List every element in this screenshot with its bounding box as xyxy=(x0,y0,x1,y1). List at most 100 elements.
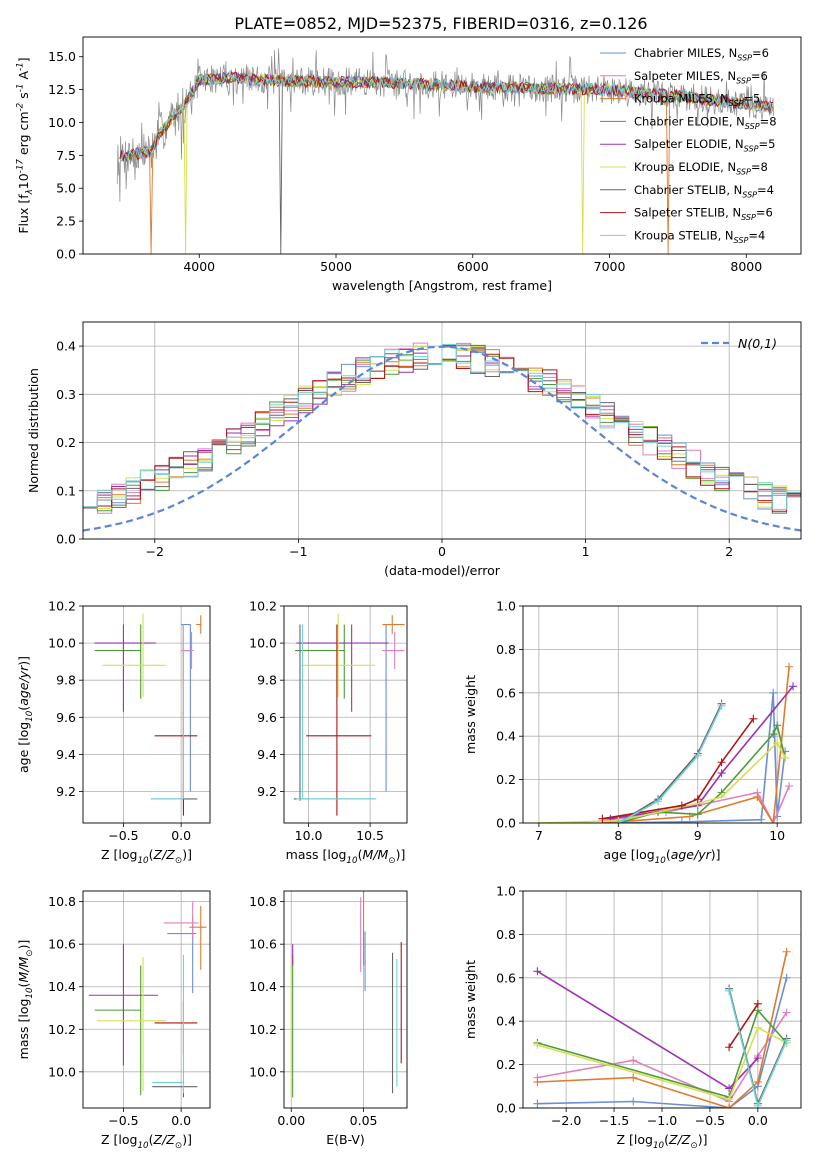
y-tick-label: 0.6 xyxy=(496,970,516,985)
panel-residuals: −2 −1 0 1 2 0.0 0.1 0.2 0.3 0.4 (data-model)/error… xyxy=(26,321,802,578)
marker-kroupa-elodie xyxy=(717,792,726,801)
normal-curve xyxy=(83,345,801,532)
marker-chabrier-miles xyxy=(769,688,778,697)
series-kroupa-elodie xyxy=(537,1026,787,1101)
marker-kroupa-stelib xyxy=(753,1101,762,1108)
series-kroupa-stelib xyxy=(617,705,723,823)
x-tick-label: −0.5 xyxy=(108,1113,138,1128)
y-tick-label: 10.2 xyxy=(249,1022,277,1037)
series-chabrier-elodie xyxy=(537,1008,788,1099)
x-tick-label: −0.5 xyxy=(108,828,138,843)
marker-kroupa-miles xyxy=(753,792,762,801)
axes-frame xyxy=(82,36,802,255)
marker-kroupa-stelib xyxy=(654,797,663,806)
y-tick-label: 0.4 xyxy=(496,729,516,744)
x-axis-label: Z [log10​(Z/Z⊙​)] xyxy=(101,847,192,866)
legend-label-salpeter-elodie: Salpeter ELODIE, NSSP​=5 xyxy=(634,137,775,153)
marker-salpeter-elodie xyxy=(717,769,726,778)
x-tick-label: 6000 xyxy=(457,259,489,274)
marker-salpeter-stelib xyxy=(693,795,702,804)
model-kroupa-stelib xyxy=(119,73,774,163)
x-axis-label: (data-model)/error xyxy=(384,563,501,578)
marker-salpeter-elodie xyxy=(725,1084,734,1093)
plot-area xyxy=(534,662,798,823)
x-tick-label: 0.0 xyxy=(748,1113,768,1128)
x-axis-label: Z [log10​(Z/Z⊙​)] xyxy=(617,1132,708,1151)
plot-area xyxy=(290,891,402,1098)
marker-kroupa-elodie xyxy=(534,819,543,823)
y-tick-label: 0.2 xyxy=(56,435,76,450)
axes-frame xyxy=(82,321,802,540)
y-tick-label: 10.0 xyxy=(249,1064,277,1079)
x-tick-label: 0 xyxy=(438,544,446,559)
marker-salpeter-stelib xyxy=(598,814,607,823)
x-tick-label: 7000 xyxy=(594,259,626,274)
x-tick-label: 7 xyxy=(535,828,543,843)
marker-salpeter-stelib xyxy=(749,714,758,723)
marker-kroupa-elodie xyxy=(753,1023,762,1032)
marker-salpeter-stelib xyxy=(717,758,726,767)
x-axis-label: E(B-V) xyxy=(326,1132,365,1147)
y-tick-label: 15.0 xyxy=(48,49,76,64)
x-tick-label: 10.0 xyxy=(295,828,323,843)
y-tick-label: 0.2 xyxy=(496,1057,516,1072)
y-tick-label: 10.0 xyxy=(48,115,76,130)
x-tick-label: −1 xyxy=(289,544,307,559)
x-axis-label: wavelength [Angstrom, rest frame] xyxy=(332,278,552,293)
panel-age-metallicity: −0.5 0.0 9.2 9.4 9.6 9.8 10.0 10.2 Z [log10​(Z/Z… xyxy=(16,599,211,866)
y-tick-label: 10.4 xyxy=(48,979,76,994)
marker-salpeter-elodie xyxy=(789,682,798,691)
marker-kroupa-stelib xyxy=(717,701,726,710)
marker-salpeter-miles xyxy=(782,1008,791,1017)
series-kroupa-miles xyxy=(537,951,788,1108)
axes-frame xyxy=(82,605,211,824)
marker-chabrier-miles xyxy=(533,1099,542,1108)
y-tick-label: 9.6 xyxy=(56,710,76,725)
x-tick-label: −1.0 xyxy=(647,1113,677,1128)
y-axis-label: Normed distribution xyxy=(26,368,41,493)
marker-salpeter-stelib xyxy=(753,999,762,1008)
series-chabrier-stelib xyxy=(617,703,723,823)
plot-area xyxy=(533,947,791,1108)
y-tick-label: 12.5 xyxy=(48,82,76,97)
panel-mass-weight-vs-age: 7 8 9 10 0.0 0.2 0.4 0.6 0.8 1.0 age [log10​(age/y… xyxy=(463,599,802,866)
marker-chabrier-elodie xyxy=(773,721,782,730)
marker-kroupa-miles xyxy=(769,819,778,823)
y-tick-label: 5.0 xyxy=(56,181,76,196)
y-tick-label: 9.8 xyxy=(257,673,277,688)
y-tick-label: 0.8 xyxy=(496,642,516,657)
legend-label-chabrier-elodie: Chabrier ELODIE, NSSP​=8 xyxy=(634,114,777,130)
y-tick-label: 0.0 xyxy=(56,532,76,547)
y-tick-label: 10.2 xyxy=(48,599,76,614)
y-tick-label: 0.3 xyxy=(56,387,76,402)
y-tick-label: 1.0 xyxy=(496,884,516,899)
plot-area xyxy=(83,342,801,532)
axes-frame xyxy=(82,890,211,1109)
x-axis-label: mass [log10​(M/M⊙​)] xyxy=(286,847,406,866)
marker-salpeter-stelib xyxy=(677,801,686,810)
y-tick-label: 9.4 xyxy=(56,747,76,762)
y-tick-label: 10.0 xyxy=(48,636,76,651)
marker-salpeter-elodie xyxy=(533,967,542,976)
y-axis-label: mass [log10​(M/M⊙​)] xyxy=(16,940,35,1060)
marker-kroupa-miles xyxy=(725,1104,734,1108)
x-tick-label: 5000 xyxy=(320,259,352,274)
marker-kroupa-miles xyxy=(753,1077,762,1086)
marker-chabrier-miles xyxy=(757,815,766,823)
marker-kroupa-elodie xyxy=(533,1041,542,1050)
x-tick-label: 8 xyxy=(614,828,622,843)
model-salpeter-stelib xyxy=(119,71,774,161)
marker-kroupa-elodie xyxy=(725,1095,734,1104)
y-tick-label: 9.4 xyxy=(257,747,277,762)
marker-kroupa-elodie xyxy=(781,753,790,762)
marker-salpeter-miles xyxy=(785,782,794,791)
y-axis-label: age [log10​(age/yr)] xyxy=(16,656,35,773)
panel-spectrum: 4000 5000 6000 7000 8000 0.0 2.5 5.0 7.5 10.0 12.5… xyxy=(15,36,802,293)
marker-chabrier-miles xyxy=(677,817,686,823)
marker-kroupa-stelib xyxy=(782,1036,791,1045)
y-tick-label: 10.0 xyxy=(249,636,277,651)
legend-label-normal: N(0,1) xyxy=(738,336,777,351)
marker-chabrier-miles xyxy=(629,1097,638,1106)
x-axis-label: age [log10​(age/yr)] xyxy=(603,847,720,866)
panel-mass-weight-vs-metallicity: −2.0 −1.5 −1.0 −0.5 0.0 0.0 0.2 0.4 0.6 0.8 1.0 Z [… xyxy=(463,884,802,1151)
